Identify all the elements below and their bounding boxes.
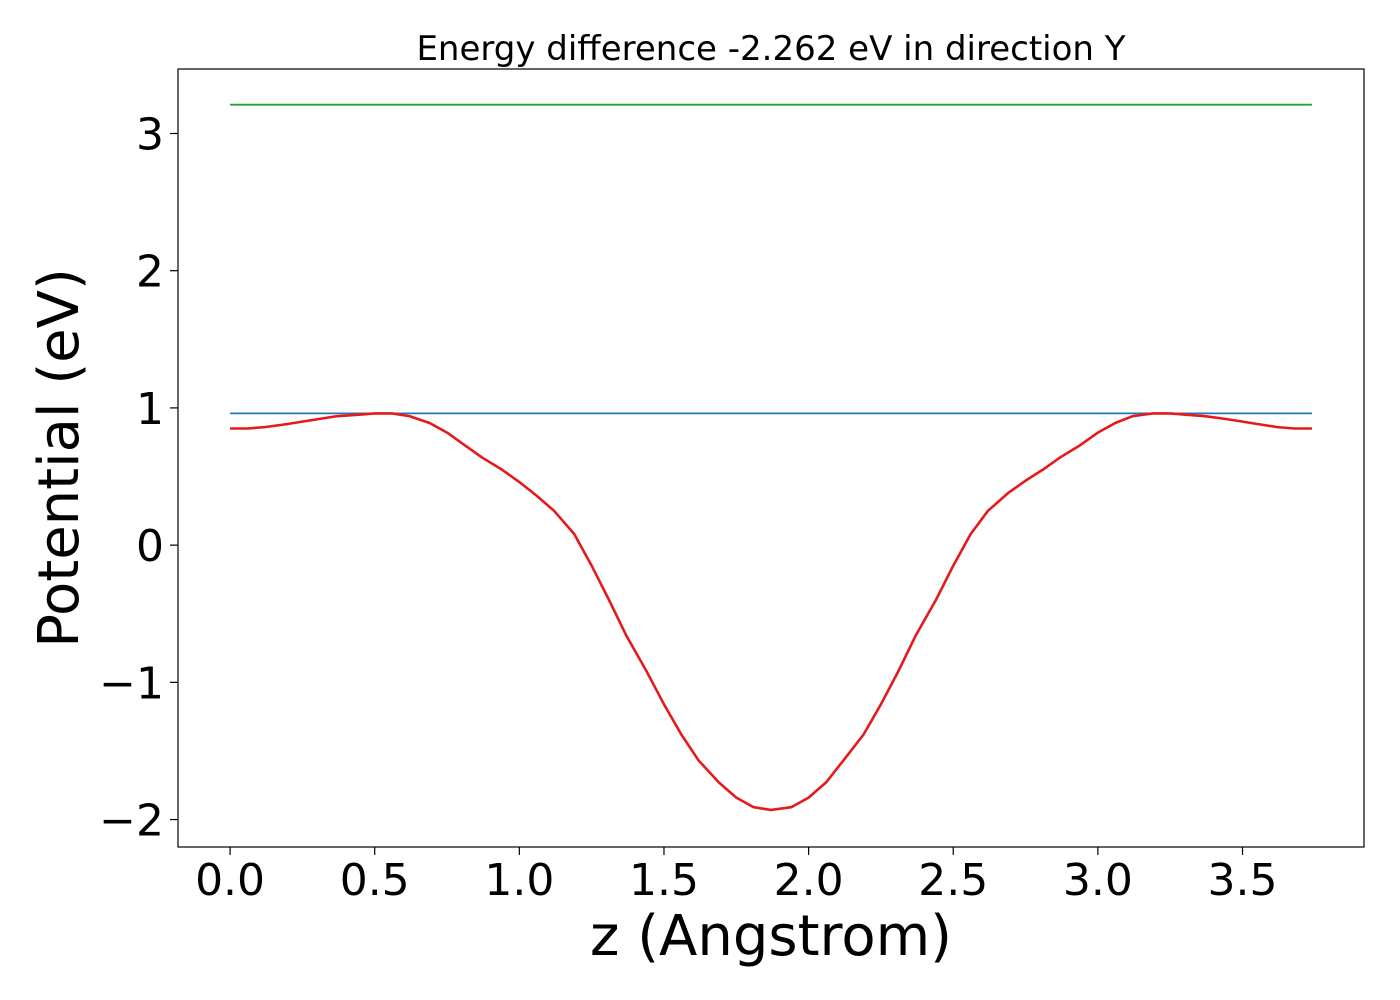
y-axis-title: Potential (eV) bbox=[27, 268, 92, 648]
series-line-2 bbox=[230, 412, 1312, 812]
x-tick-label-0: 0.0 bbox=[195, 855, 265, 906]
y-tick-label-0: −2 bbox=[99, 796, 164, 847]
plot-lines bbox=[230, 103, 1312, 812]
y-tick-label-1: −1 bbox=[99, 658, 164, 709]
y-tick-label-3: 1 bbox=[136, 384, 164, 435]
plot-frame bbox=[177, 68, 1365, 848]
chart-title: Energy difference -2.262 eV in direction… bbox=[416, 29, 1125, 69]
y-tick-label-5: 3 bbox=[136, 109, 164, 160]
y-tick-label-2: 0 bbox=[136, 521, 164, 572]
x-tick-label-2: 1.0 bbox=[484, 855, 554, 906]
y-axis: −2 −1 0 1 2 3 bbox=[99, 109, 178, 847]
x-tick-label-1: 0.5 bbox=[340, 855, 410, 906]
y-tick-label-4: 2 bbox=[136, 247, 164, 298]
x-axis: 0.0 0.5 1.0 1.5 2.0 2.5 3.0 3.5 bbox=[195, 847, 1277, 906]
x-tick-label-4: 2.0 bbox=[774, 855, 844, 906]
x-tick-label-3: 1.5 bbox=[629, 855, 699, 906]
x-tick-label-7: 3.5 bbox=[1208, 855, 1278, 906]
x-axis-title: z (Angstrom) bbox=[590, 904, 952, 969]
x-tick-label-6: 3.0 bbox=[1063, 855, 1133, 906]
x-tick-label-5: 2.5 bbox=[918, 855, 988, 906]
